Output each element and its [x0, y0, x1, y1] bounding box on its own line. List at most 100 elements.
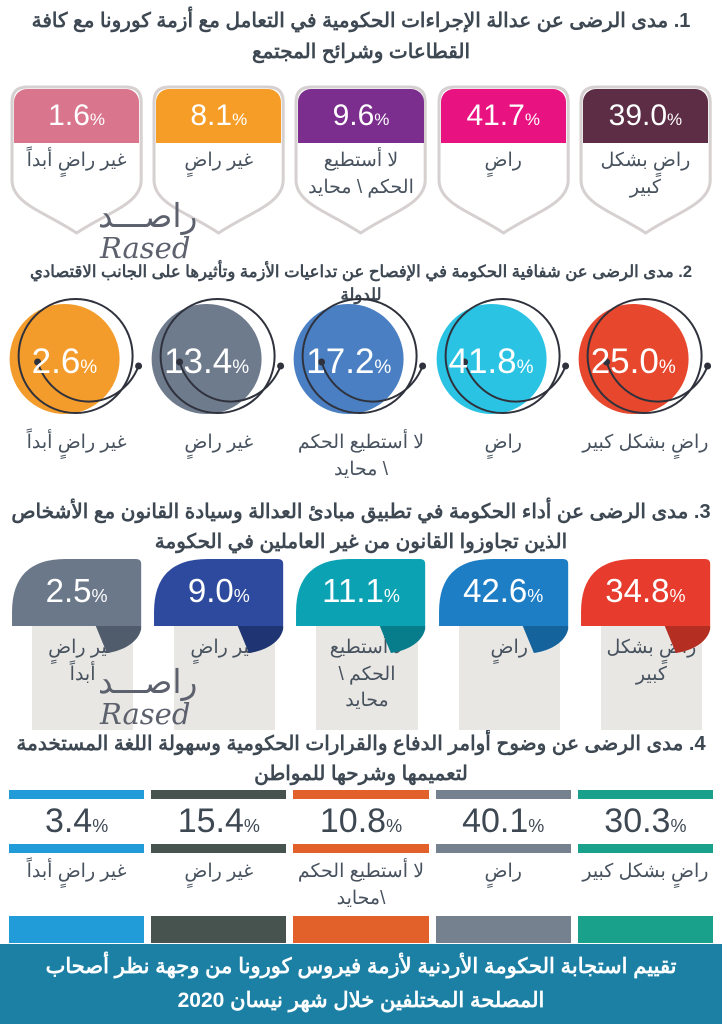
bar-segment [293, 790, 429, 799]
percent-value: 41.8% [448, 342, 534, 381]
ribbon-shape-icon [12, 559, 142, 653]
item-label: لا أستطيع الحكم \ محايد [297, 432, 425, 480]
question-1-chart: 39.0% راضٍ بشكل كبير 41.7% راضٍ 9.6% لا … [9, 84, 713, 236]
rased-watermark-arabic: راصـــد [98, 197, 198, 234]
badge-item: 1.6% غير راضٍ أبداً [9, 84, 144, 236]
bar-segment [8, 844, 145, 853]
item-label: راضٍ بشكل كبير [600, 150, 691, 198]
percent-value: 11.1% [322, 572, 400, 609]
bar-segment [8, 916, 145, 943]
percent-value: 1.6% [48, 99, 106, 132]
percent-value: 2.6% [31, 342, 98, 381]
rased-watermark-arabic: راصـــد [98, 663, 198, 700]
bar-item: 15.4% غير راضٍ [151, 790, 287, 943]
percent-value: 9.0% [187, 572, 250, 609]
bar-segment [151, 916, 287, 943]
bar-item: 3.4% غير راضٍ أبداً [8, 790, 145, 943]
circle-item: 17.2% لا أستطيع الحكم \ محايد [293, 296, 428, 483]
circle-item: 41.8% راضٍ [436, 296, 571, 483]
circle-shape-icon [293, 298, 427, 414]
rased-watermark: راصـــد Rased [98, 665, 197, 731]
percent-value: 42.6% [463, 572, 544, 609]
badge-header: 39.0% [582, 89, 708, 143]
item-label: غير راضٍ [184, 150, 254, 171]
circle-shape-icon [151, 298, 285, 414]
item-label: راضٍ بشكل كبير [582, 861, 709, 882]
circle-item: 25.0% راضٍ بشكل كبير [578, 296, 713, 483]
bar-segment [577, 790, 713, 799]
badge-item: 9.6% لا أستطيع الحكم \ محايد [293, 84, 428, 236]
footer-text: تقييم استجابة الحكومة الأردنية لأزمة فير… [45, 955, 677, 1012]
percent-value: 30.3% [604, 802, 687, 840]
item-label: غير راضٍ أبداً [26, 150, 127, 171]
question-1-title: 1. مدى الرضى عن عدالة الإجراءات الحكومية… [31, 10, 691, 63]
percent-row: 15.4% [151, 799, 286, 844]
bar-segment [435, 916, 571, 943]
ribbon-item: 11.1% لا أستطيع الحكم \ محايد [293, 556, 428, 734]
bar-segment [577, 844, 713, 853]
item-label: راضٍ [484, 150, 522, 171]
percent-row: 3.4% [9, 799, 144, 844]
ribbon-shape-icon [580, 559, 710, 653]
percent-value: 13.4% [164, 342, 250, 381]
question-3-title: 3. مدى الرضى عن أداء الحكومة في تطبيق مب… [11, 501, 711, 553]
percent-value: 34.8% [605, 572, 686, 609]
percent-value: 10.8% [319, 802, 403, 840]
item-label: راضٍ بشكل كبير [582, 432, 709, 453]
bar-item: 10.8% لا أستطيع الحكم \محايد [293, 790, 429, 943]
ribbon-item: 34.8% راضٍ بشكل كبير [578, 556, 713, 734]
rased-watermark-latin: Rased [100, 697, 191, 731]
item-label: غير راضٍ أبداً [48, 637, 118, 685]
ribbon-shape-icon [438, 559, 568, 653]
footer-banner: تقييم استجابة الحكومة الأردنية لأزمة فير… [0, 944, 722, 1024]
badge-header: 8.1% [156, 89, 282, 143]
ribbon-label-tab: لا أستطيع الحكم \ محايد [316, 626, 418, 730]
circle-shape-icon [436, 298, 569, 414]
percent-value: 17.2% [306, 342, 392, 381]
item-label: راضٍ [484, 861, 522, 882]
percent-row: 10.8% [293, 799, 428, 844]
badge-item: 39.0% راضٍ بشكل كبير [578, 84, 713, 236]
percent-value: 2.5% [45, 572, 108, 609]
bar-item: 40.1% راضٍ [435, 790, 571, 943]
circle-item: 13.4% غير راضٍ [151, 296, 286, 483]
question-2-chart: 25.0% راضٍ بشكل كبير 41.8% راضٍ 17.2% لا… [9, 296, 713, 483]
item-label: غير راضٍ أبداً [26, 432, 127, 453]
bar-segment [435, 790, 571, 799]
circle-shape-icon [578, 298, 711, 414]
item-label: غير راضٍ [184, 861, 254, 882]
badge-item: 8.1% غير راضٍ [151, 84, 286, 236]
badge-header: 1.6% [13, 89, 140, 143]
percent-row: 40.1% [436, 799, 571, 844]
bar-segment [293, 844, 429, 853]
percent-value: 39.0% [608, 99, 683, 132]
item-label: لا أستطيع الحكم \ محايد [308, 150, 414, 198]
percent-value: 9.6% [332, 99, 390, 132]
ribbon-item: 9.0% غير راضٍ [151, 556, 286, 734]
ribbon-item: 2.5% غير راضٍ أبداً [9, 556, 144, 734]
percent-value: 40.1% [462, 802, 545, 840]
ribbon-shape-icon [296, 559, 426, 653]
badge-item: 41.7% راضٍ [436, 84, 571, 236]
bar-segment [151, 844, 287, 853]
circle-item: 2.6% غير راضٍ أبداً [9, 296, 144, 483]
ribbon-shape-icon [154, 559, 284, 653]
bar-segment [435, 844, 571, 853]
bar-item: 30.3% راضٍ بشكل كبير [577, 790, 713, 943]
circle-shape-icon [9, 298, 143, 414]
bar-segment [8, 790, 145, 799]
percent-value: 8.1% [190, 99, 248, 132]
rased-watermark-latin: Rased [100, 231, 191, 265]
percent-value: 41.7% [466, 99, 540, 132]
badge-header: 9.6% [298, 89, 424, 143]
bar-segment [151, 790, 287, 799]
item-label: غير راضٍ [190, 637, 260, 658]
item-label: راضٍ [484, 432, 522, 453]
percent-value: 25.0% [590, 342, 676, 381]
item-label: غير راضٍ [184, 432, 254, 453]
question-4-title: 4. مدى الرضى عن وضوح أوامر الدفاع والقرا… [16, 733, 706, 785]
percent-row: 30.3% [578, 799, 713, 844]
question-4-chart: 30.3% راضٍ بشكل كبير 40.1% راضٍ 10.8% لا… [8, 790, 713, 943]
badge-header: 41.7% [440, 89, 566, 143]
